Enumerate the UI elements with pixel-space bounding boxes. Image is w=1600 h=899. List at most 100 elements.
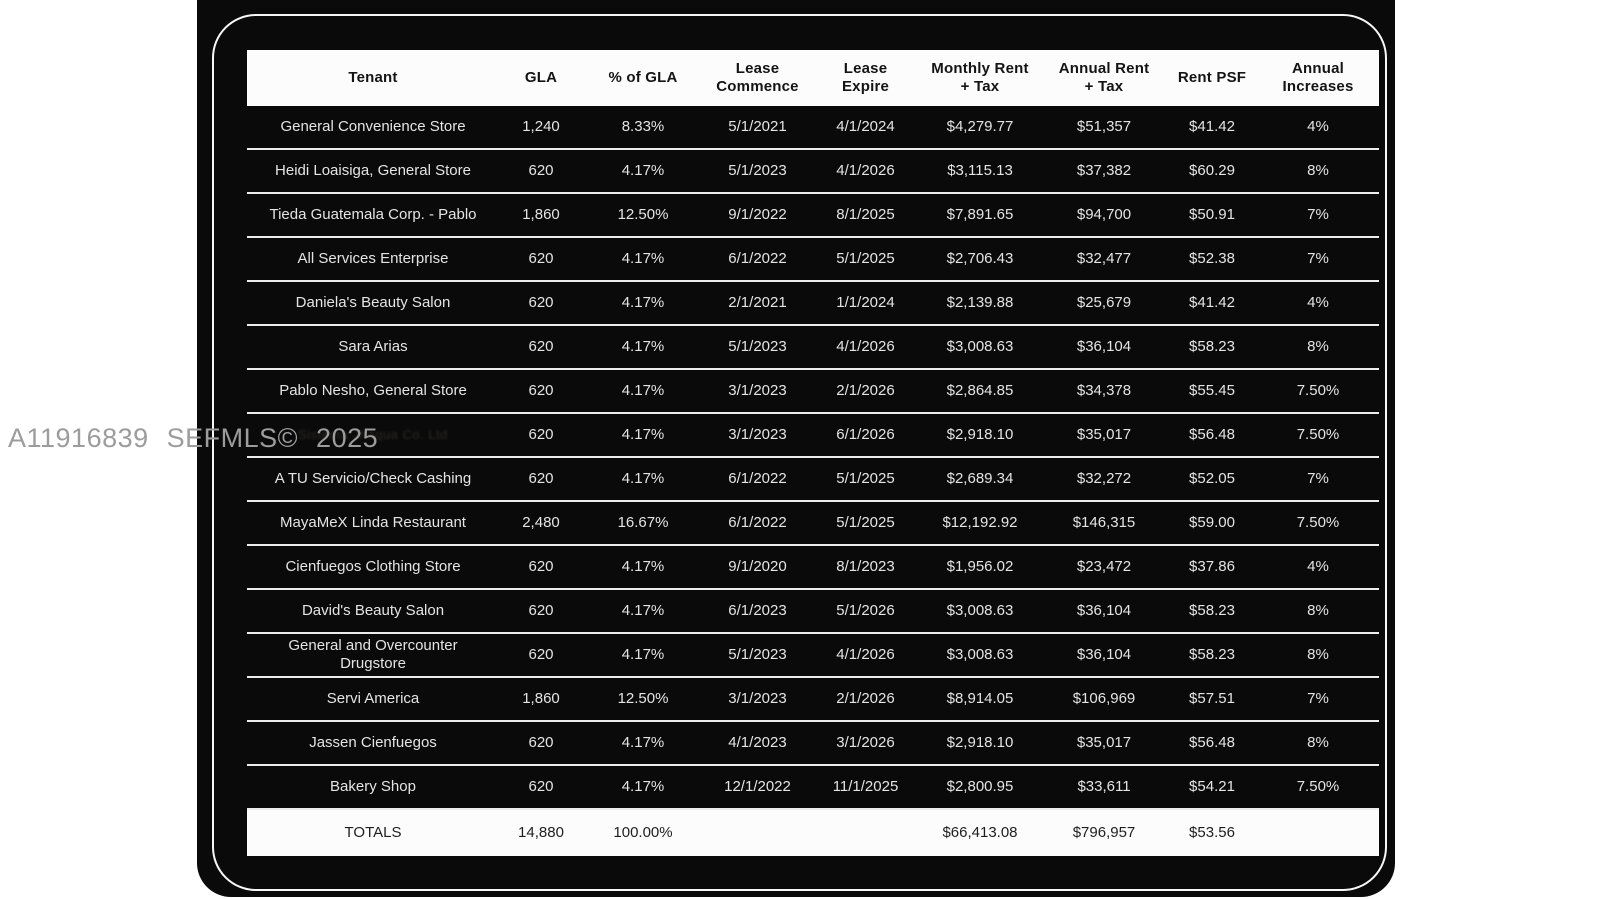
cell-tenant: Daniela's Beauty Salon — [295, 294, 451, 312]
cell-commence: 2/1/2021 — [728, 294, 787, 312]
cell-pct: 16.67% — [617, 514, 669, 532]
cell-monthly: $2,918.10 — [946, 426, 1014, 444]
cell-gla: 620 — [528, 558, 554, 576]
cell-annual: $94,700 — [1076, 206, 1132, 224]
cell-psf: $41.42 — [1189, 294, 1235, 312]
table-row: Sara Arias 620 4.17% 5/1/2023 4/1/2026 $3,008… — [247, 326, 1379, 370]
cell-tenant: Sara Arias — [338, 338, 408, 356]
rent-roll-table: Tenant GLA % of GLA Lease Commence Lease Exp… — [247, 50, 1379, 856]
cell-increases: 4% — [1307, 118, 1329, 136]
cell-monthly: $7,891.65 — [946, 206, 1014, 224]
header-cell-pct: % of GLA — [608, 69, 678, 87]
cell-annual: $33,611 — [1077, 778, 1131, 796]
cell-psf: $53.56 — [1189, 824, 1235, 842]
cell-monthly: $3,008.63 — [946, 338, 1014, 356]
cell-monthly: $2,706.43 — [946, 250, 1014, 268]
cell-gla: 620 — [528, 250, 554, 268]
cell-expire: 4/1/2024 — [836, 118, 895, 136]
cell-gla: 620 — [528, 162, 554, 180]
cell-tenant: All Services Enterprise — [297, 250, 449, 268]
cell-psf: $52.05 — [1189, 470, 1235, 488]
cell-annual: $32,272 — [1076, 470, 1132, 488]
table-row: All Services Enterprise 620 4.17% 6/1/2022 5… — [247, 238, 1379, 282]
cell-tenant: MayaMeX Linda Restaurant — [280, 514, 466, 532]
cell-gla: 14,880 — [518, 824, 564, 842]
cell-gla: 1,240 — [522, 118, 560, 136]
cell-commence: 3/1/2023 — [728, 690, 787, 708]
cell-tenant: General and Overcounter Drugstore — [288, 637, 458, 672]
cell-annual: $36,104 — [1076, 338, 1132, 356]
cell-gla: 620 — [528, 294, 554, 312]
table-row: General Convenience Store 1,240 8.33% 5/1/2… — [247, 106, 1379, 150]
cell-commence: 5/1/2023 — [728, 646, 787, 664]
cell-gla: 620 — [528, 734, 554, 752]
cell-pct: 4.17% — [621, 426, 665, 444]
table-header: Tenant GLA % of GLA Lease Commence Lease Exp… — [247, 50, 1379, 106]
rent-roll-card: Tenant GLA % of GLA Lease Commence Lease Exp… — [197, 0, 1395, 897]
cell-tenant: Tieda Guatemala Corp. - Pablo — [269, 206, 477, 224]
cell-pct: 4.17% — [621, 602, 665, 620]
cell-tenant: Jassen Cienfuegos — [309, 734, 437, 752]
cell-commence — [703, 810, 812, 856]
cell-expire: 4/1/2026 — [836, 338, 895, 356]
cell-gla: 620 — [528, 646, 554, 664]
cell-tenant: General Convenience Store — [280, 118, 466, 136]
cell-commence: 5/1/2023 — [728, 338, 787, 356]
cell-pct: 12.50% — [617, 206, 669, 224]
mls-watermark: A11916839 SEFMLS© 2025 — [8, 423, 379, 453]
cell-increases: 7% — [1307, 690, 1329, 708]
cell-annual: $51,357 — [1076, 118, 1132, 136]
cell-pct: 4.17% — [621, 162, 665, 180]
cell-gla: 620 — [528, 470, 554, 488]
cell-tenant: Servi America — [326, 690, 420, 708]
cell-psf: $56.48 — [1189, 734, 1235, 752]
cell-annual: $35,017 — [1076, 426, 1132, 444]
table-row: Tieda Guatemala Corp. - Pablo 1,860 12.50%… — [247, 194, 1379, 238]
cell-increases: 7.50% — [1296, 514, 1340, 532]
cell-commence: 6/1/2023 — [728, 602, 787, 620]
cell-psf: $52.38 — [1189, 250, 1235, 268]
cell-tenant: David's Beauty Salon — [301, 602, 445, 620]
cell-expire: 4/1/2026 — [836, 162, 895, 180]
cell-increases: 8% — [1307, 338, 1329, 356]
table-row: A TU Servicio/Check Cashing 620 4.17% 6/1/2… — [247, 458, 1379, 502]
cell-expire: 5/1/2026 — [836, 602, 895, 620]
table-row: General and Overcounter Drugstore 620 4.17… — [247, 634, 1379, 678]
cell-annual: $796,957 — [1072, 824, 1136, 842]
cell-psf: $55.45 — [1189, 382, 1235, 400]
cell-expire: 5/1/2025 — [836, 470, 895, 488]
cell-commence: 5/1/2023 — [728, 162, 787, 180]
cell-pct: 100.00% — [613, 824, 673, 842]
cell-increases: 7% — [1307, 206, 1329, 224]
cell-pct: 4.17% — [621, 558, 665, 576]
header-cell-commence: Lease Commence — [716, 60, 799, 95]
cell-tenant: Pablo Nesho, General Store — [279, 382, 467, 400]
cell-annual: $34,378 — [1076, 382, 1132, 400]
cell-psf: $37.86 — [1189, 558, 1235, 576]
cell-expire: 3/1/2026 — [836, 734, 895, 752]
cell-pct: 4.17% — [621, 294, 665, 312]
cell-monthly: $2,689.34 — [946, 470, 1014, 488]
cell-commence: 12/1/2022 — [724, 778, 791, 796]
cell-psf: $54.21 — [1189, 778, 1235, 796]
cell-commence: 6/1/2022 — [728, 514, 787, 532]
table-row: Servi America 1,860 12.50% 3/1/2023 2/1/2026… — [247, 678, 1379, 722]
header-cell-psf: Rent PSF — [1177, 69, 1247, 87]
cell-increases: 8% — [1307, 646, 1329, 664]
cell-monthly: $2,139.88 — [946, 294, 1014, 312]
cell-pct: 4.17% — [621, 734, 665, 752]
cell-gla: 1,860 — [522, 206, 560, 224]
cell-monthly: $12,192.92 — [942, 514, 1018, 532]
cell-monthly: $66,413.08 — [942, 824, 1018, 842]
cell-tenant: Heidi Loaisiga, General Store — [275, 162, 471, 180]
cell-psf: $59.00 — [1189, 514, 1235, 532]
cell-pct: 4.17% — [621, 338, 665, 356]
cell-annual: $35,017 — [1076, 734, 1132, 752]
cell-psf: $41.42 — [1189, 118, 1235, 136]
table-totals-row: TOTALS 14,880 100.00% $66,413.08 $796,957 $53… — [247, 810, 1379, 856]
cell-expire: 1/1/2024 — [836, 294, 895, 312]
cell-tenant: A TU Servicio/Check Cashing — [274, 470, 472, 488]
cell-commence: 5/1/2021 — [728, 118, 787, 136]
cell-commence: 9/1/2022 — [728, 206, 787, 224]
cell-expire: 6/1/2026 — [836, 426, 895, 444]
